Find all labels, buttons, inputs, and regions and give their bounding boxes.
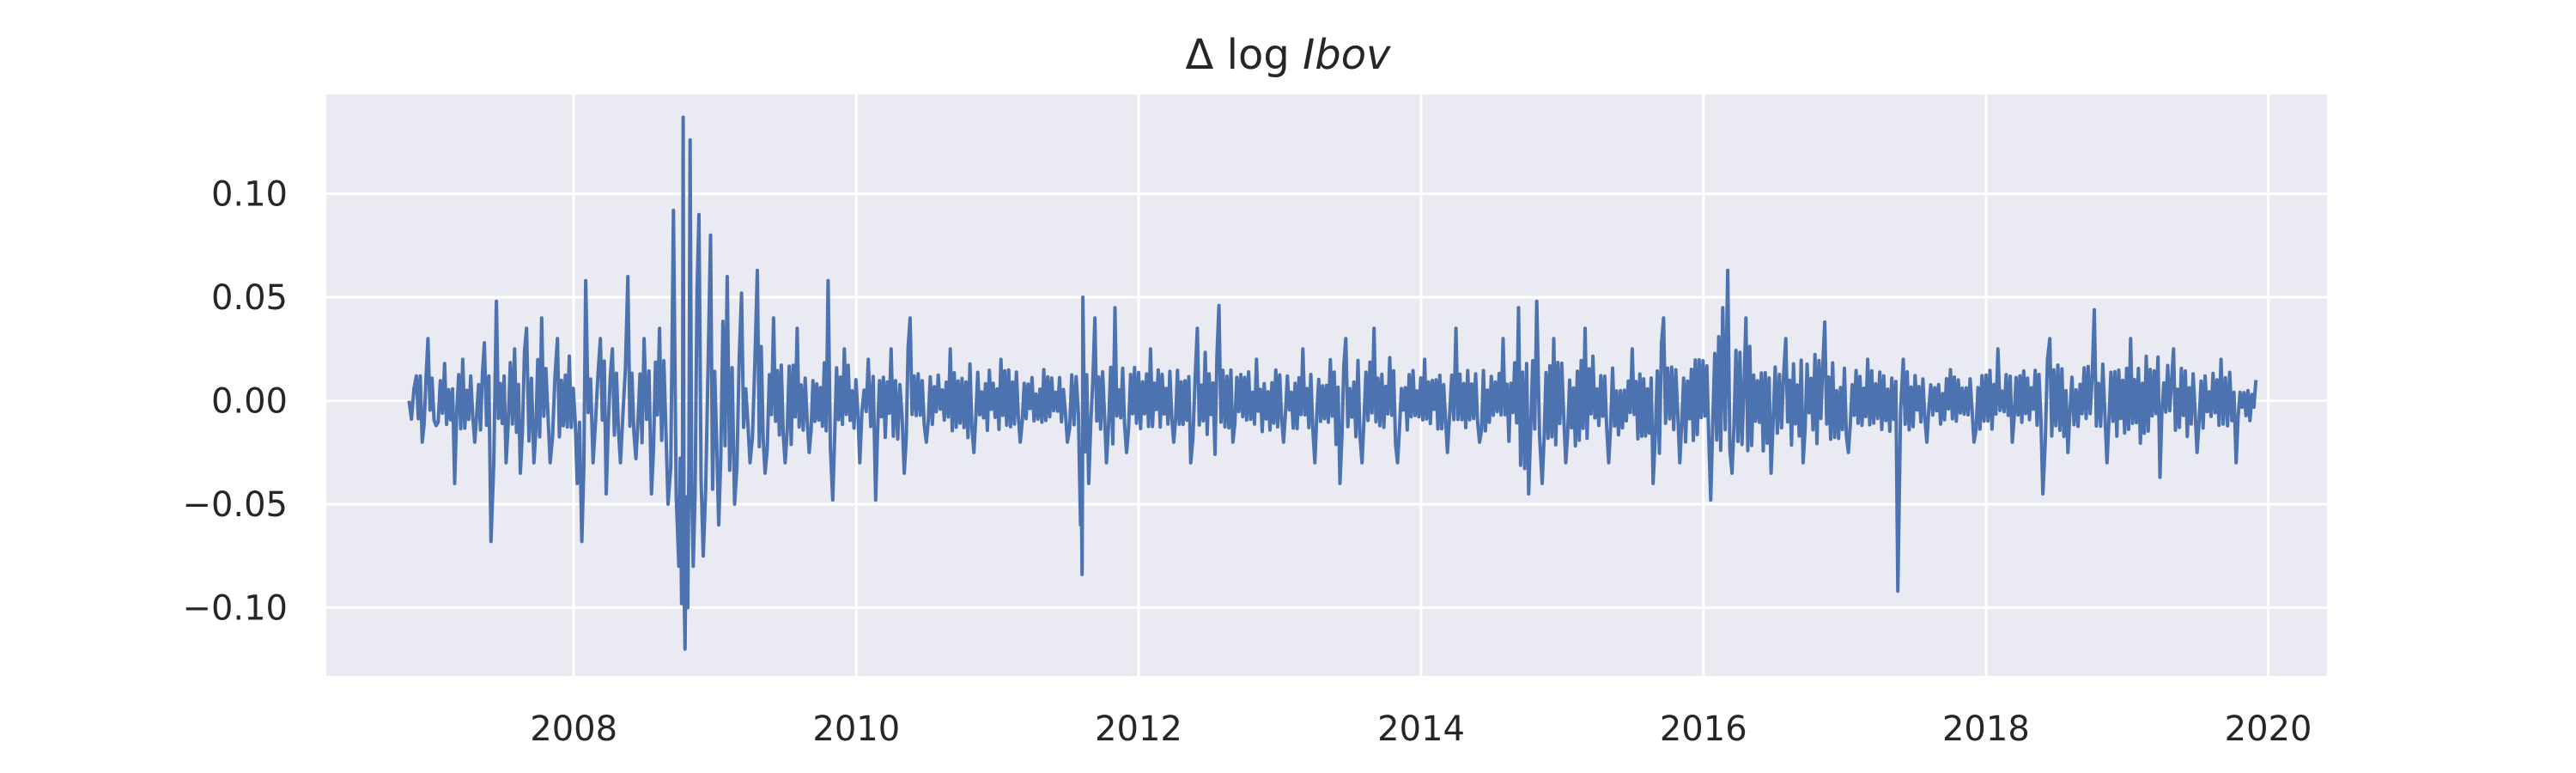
y-tick-label: 0.10 — [211, 175, 288, 215]
y-tick-label: 0.00 — [211, 382, 288, 422]
x-tick-label: 2016 — [1660, 709, 1747, 749]
x-tick-label: 2018 — [1942, 709, 2030, 749]
x-tick-label: 2008 — [530, 709, 617, 749]
y-tick-label: −0.05 — [182, 485, 288, 525]
chart-title-emphasis: Ibov — [1303, 31, 1391, 79]
y-axis-tick-labels: 0.10 0.05 0.00 −0.05 −0.10 — [182, 175, 288, 629]
x-tick-label: 2012 — [1095, 709, 1182, 749]
x-tick-label: 2014 — [1377, 709, 1465, 749]
x-tick-label: 2010 — [812, 709, 900, 749]
series-line — [407, 115, 2258, 651]
y-tick-label: −0.10 — [182, 588, 288, 628]
y-tick-label: 0.05 — [211, 278, 288, 318]
chart-title-prefix: Δ log — [1186, 31, 1303, 79]
x-axis-tick-labels: 2008 2010 2012 2014 2016 2018 2020 — [530, 709, 2312, 749]
x-tick-label: 2020 — [2225, 709, 2312, 749]
series-layer — [407, 115, 2258, 651]
chart-title: Δ log Ibov — [1186, 31, 1392, 79]
